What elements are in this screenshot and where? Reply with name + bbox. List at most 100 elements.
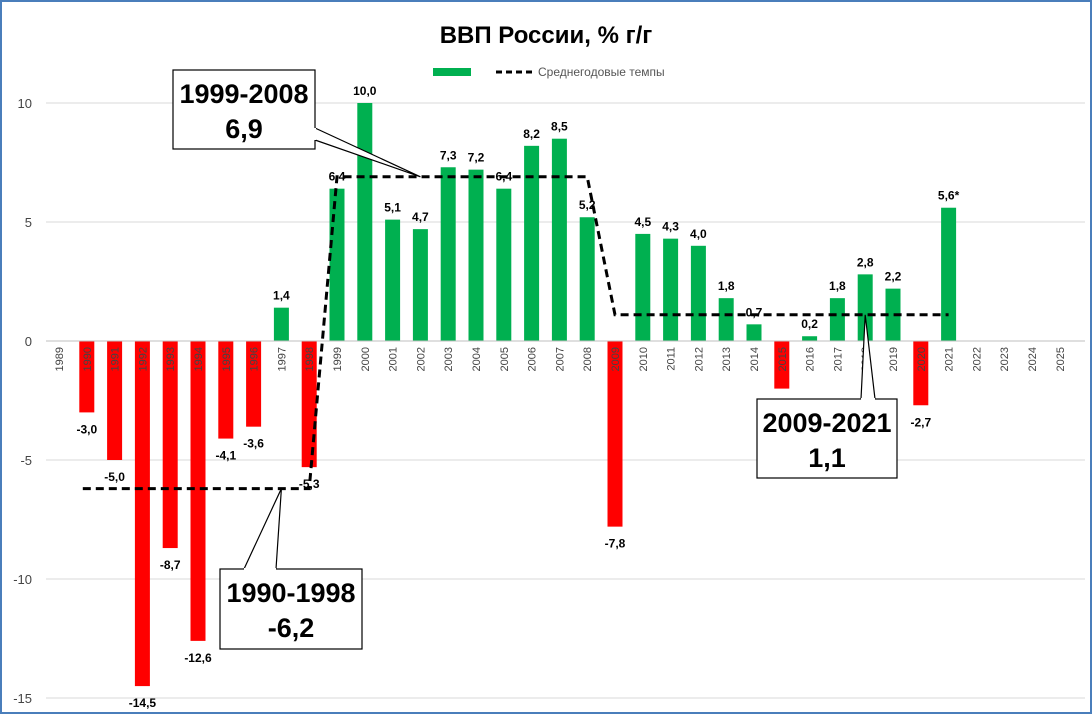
bar-2013 [718,298,734,341]
bar-2006 [524,145,540,341]
x-tick-label-2016: 2016 [805,347,817,371]
x-tick-label-1997: 1997 [276,347,288,371]
x-tick-label-2025: 2025 [1055,347,1067,371]
data-label-2002: 4,7 [412,210,429,224]
data-label-1997: 1,4 [273,289,290,303]
bar-1993 [162,341,178,549]
callout-pointer-1990-1998 [243,488,282,570]
x-tick-label-2022: 2022 [971,347,983,371]
x-tick-label-1996: 1996 [249,347,261,371]
x-tick-label-1994: 1994 [193,347,205,371]
x-tick-label-2004: 2004 [471,347,483,371]
legend-label-average: Среднегодовые темпы [538,65,665,79]
x-tick-label-2015: 2015 [777,347,789,371]
bar-2000 [357,103,373,341]
bar-2003 [440,167,456,341]
x-tick-label-2024: 2024 [1027,347,1039,371]
data-label-2009: -7,8 [605,537,626,551]
bar-2004 [468,169,484,341]
data-label-2018: 2,8 [857,255,874,269]
x-tick-label-1998: 1998 [304,347,316,371]
data-label-2004: 7,2 [468,151,485,165]
x-tick-label-2014: 2014 [749,347,761,371]
average-line [82,175,949,491]
bar-1996 [246,341,262,427]
data-label-2019: 2,2 [885,270,902,284]
data-label-2020: -2,7 [910,415,931,429]
callout-period-label: 1990-1998 [226,578,355,608]
bar-1992 [134,341,150,687]
bar-1991 [107,341,123,460]
x-tick-label-1989: 1989 [54,347,66,371]
data-label-2005: 6,4 [495,170,512,184]
bar-2002 [412,229,428,341]
x-tick-label-2010: 2010 [638,347,650,371]
bar-2020 [913,341,929,406]
bar-1997 [273,307,289,341]
data-label-1996: -3,6 [243,437,264,451]
bar-2012 [690,245,706,341]
callout-value-label: -6,2 [268,613,315,643]
x-tick-label-2009: 2009 [610,347,622,371]
callout-pointer-1999-2008 [314,127,421,178]
x-tick-label-1993: 1993 [165,347,177,371]
x-tick-label-2002: 2002 [415,347,427,371]
data-label-1992: -14,5 [129,696,157,710]
callout-box-2009-2021 [756,398,898,479]
data-label-2003: 7,3 [440,148,457,162]
bar-1994 [190,341,206,641]
x-tick-label-2012: 2012 [693,347,705,371]
data-label-2021: 5,6* [938,189,960,203]
bar-2008 [579,217,595,341]
callout-box-1990-1998 [219,568,363,650]
y-tick-label: -5 [20,453,32,468]
data-label-1991: -5,0 [104,470,125,484]
x-tick-label-2013: 2013 [721,347,733,371]
data-label-2010: 4,5 [634,215,651,229]
callout-period-label: 2009-2021 [762,408,891,438]
data-label-1995: -4,1 [215,449,236,463]
data-labels: -3,0 -5,0 -14,5 -8,7 -12,6 -4,1 -3,6 1,4 -5,3 6,4… [76,84,959,710]
callout-value-label: 1,1 [808,443,846,473]
x-tick-label-2023: 2023 [999,347,1011,371]
data-label-2007: 8,5 [551,120,568,134]
data-label-1993: -8,7 [160,558,181,572]
bar-2005 [496,188,512,341]
bar-2019 [885,288,901,341]
x-tick-label-2017: 2017 [832,347,844,371]
x-tick-label-2011: 2011 [666,347,678,371]
bar-2009 [607,341,623,527]
legend-bar-swatch [433,68,471,76]
x-tick-label-2019: 2019 [888,347,900,371]
bar-2015 [774,341,790,389]
y-tick-label: -10 [13,572,32,587]
y-tick-label: 0 [25,334,32,349]
data-label-2011: 4,3 [662,220,679,234]
average-line-path [82,175,949,491]
data-label-2017: 1,8 [829,279,846,293]
bar-2017 [829,298,845,341]
bar-2014 [746,324,762,341]
x-tick-label-2006: 2006 [527,347,539,371]
data-label-1990: -3,0 [76,422,97,436]
bar-2010 [635,233,651,341]
data-label-2013: 1,8 [718,279,735,293]
x-tick-label-1991: 1991 [110,347,122,371]
bar-1999 [329,188,345,341]
bar-2016 [802,336,818,341]
data-label-1999: 6,4 [329,170,346,184]
callout-value-label: 6,9 [225,114,263,144]
data-label-2016: 0,2 [801,317,818,331]
x-tick-label-2020: 2020 [916,347,928,371]
x-tick-label-2001: 2001 [388,347,400,371]
y-tick-label: 5 [25,215,32,230]
data-label-2001: 5,1 [384,201,401,215]
callout-pointer-2009-2021 [860,314,876,400]
data-label-2008: 5,2 [579,198,596,212]
x-tick-label-2021: 2021 [944,347,956,371]
bar-2018 [857,274,873,341]
x-tick-label-2000: 2000 [360,347,372,371]
y-tick-label: -15 [13,691,32,706]
x-tick-label-1990: 1990 [82,347,94,371]
